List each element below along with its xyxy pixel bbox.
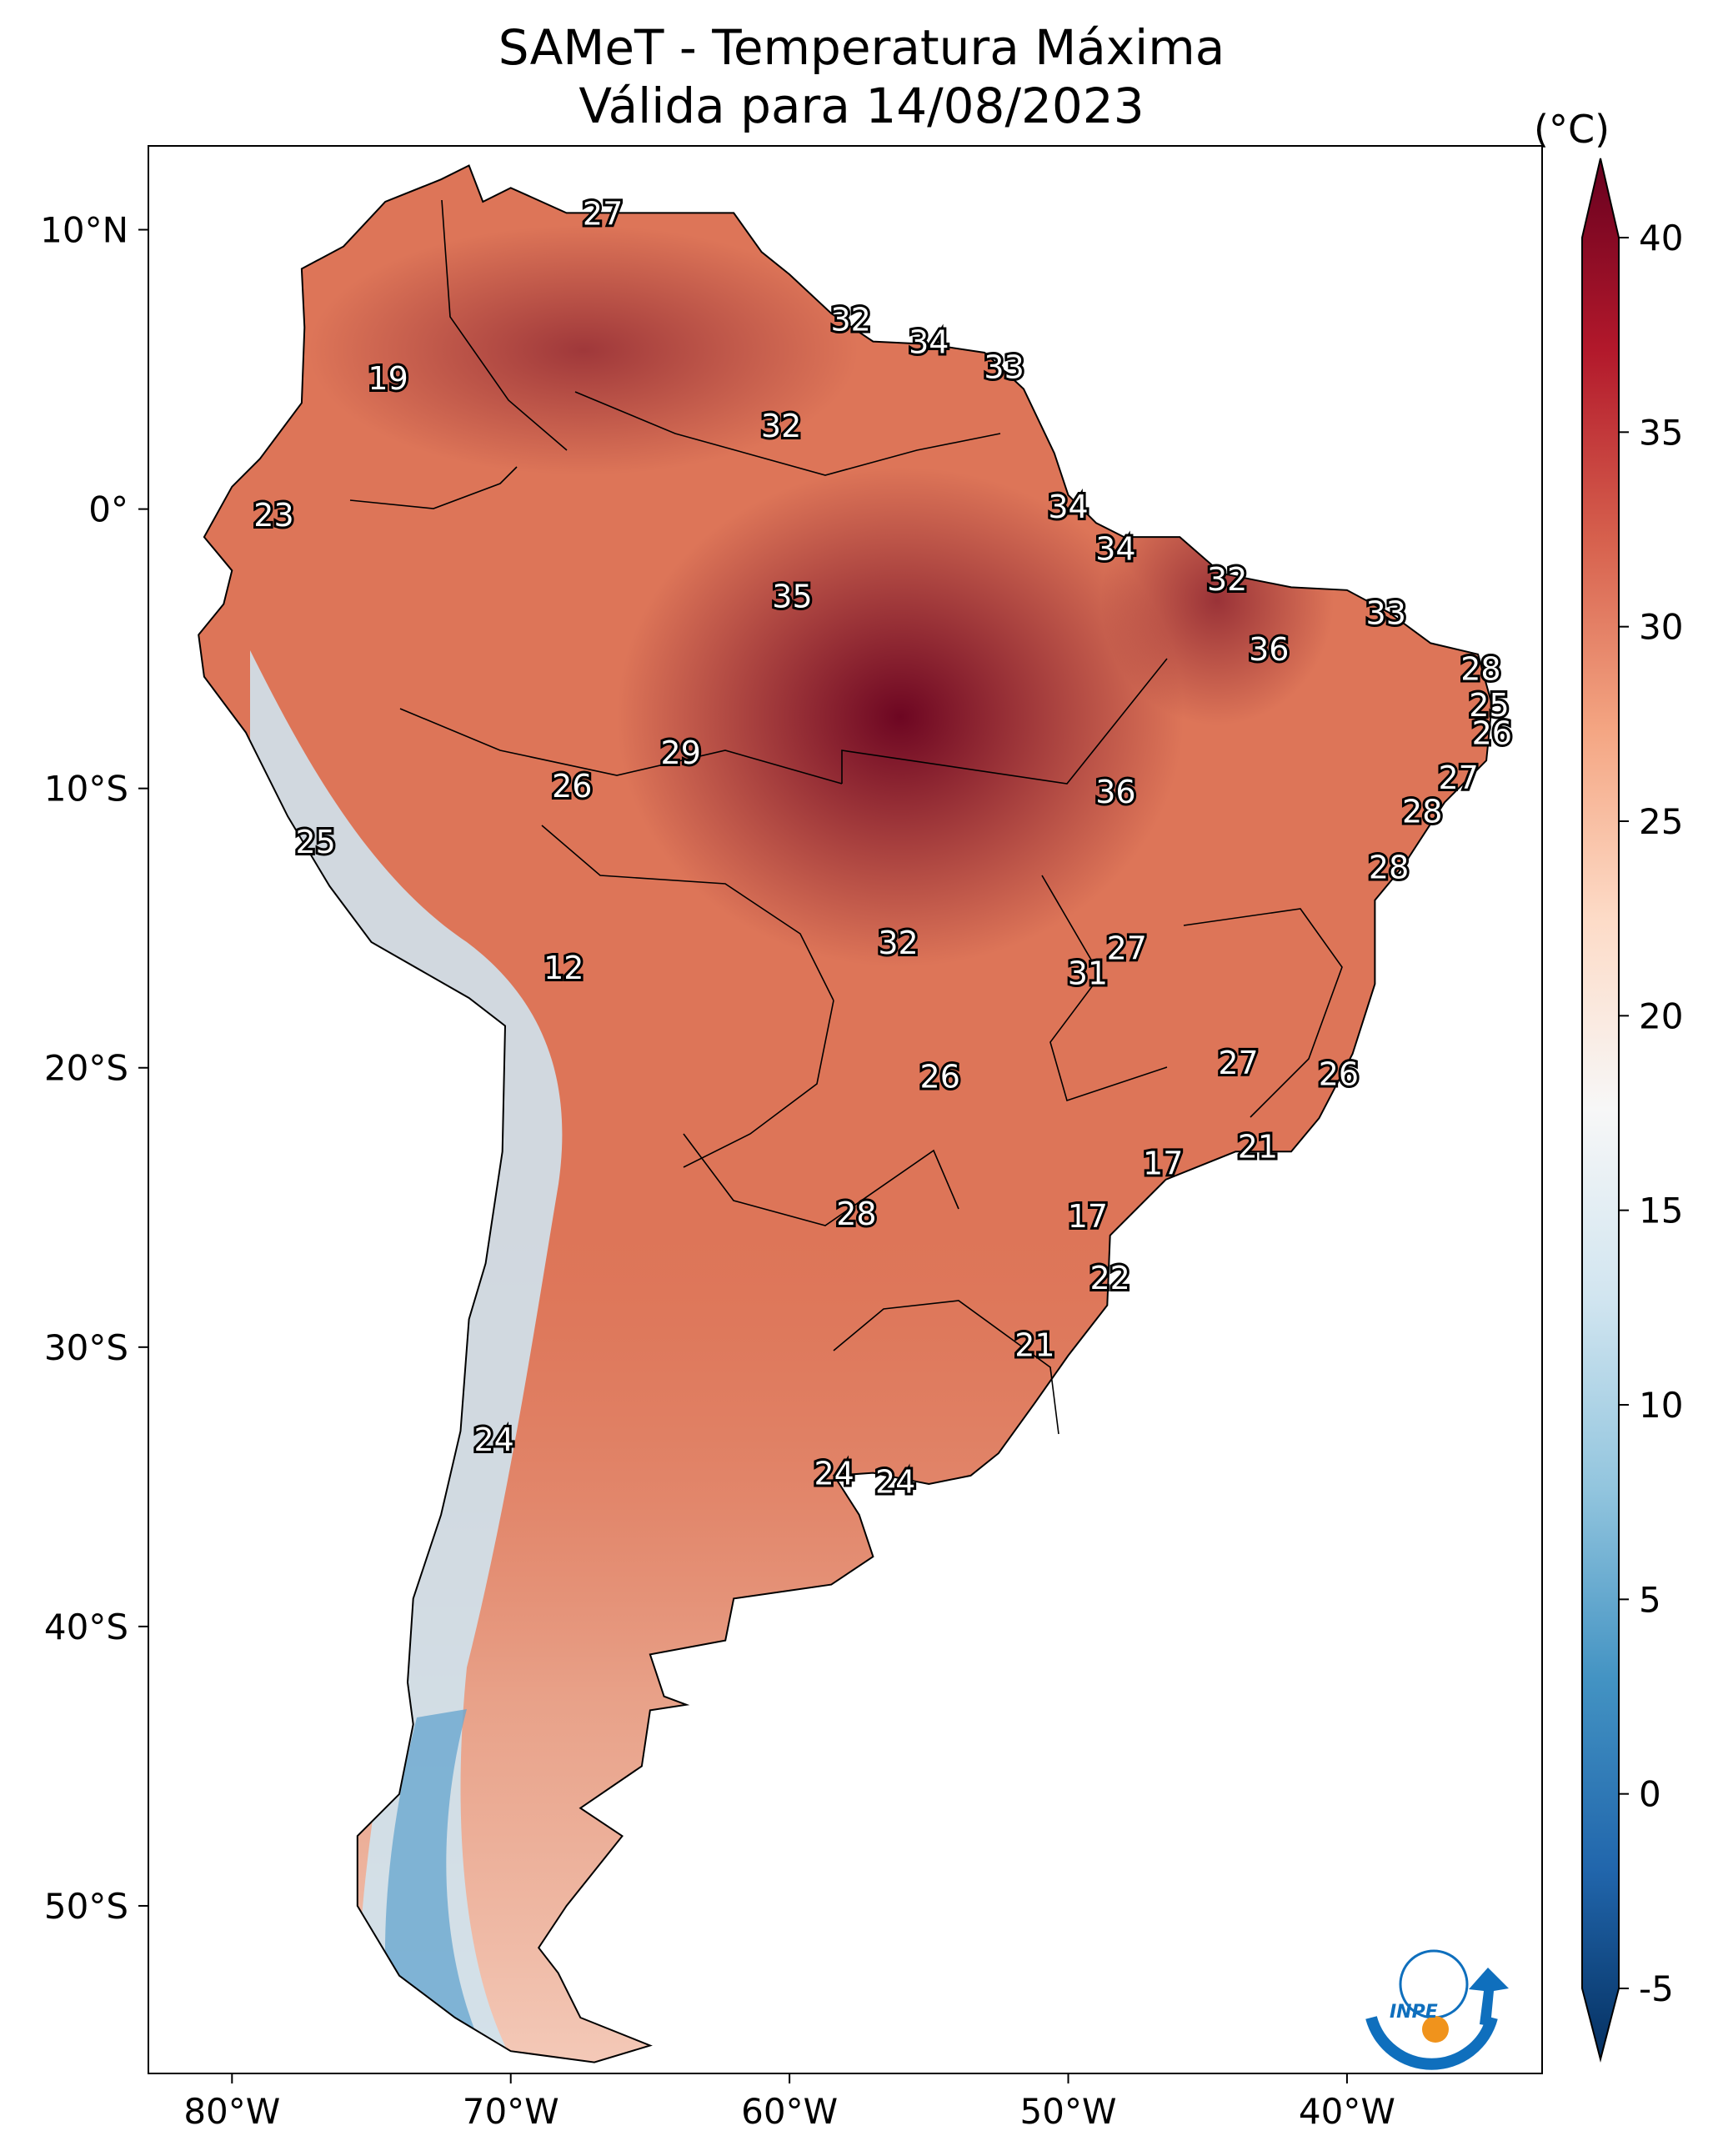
station-value-label: 19 (368, 360, 408, 397)
border-bolivia-brazil (541, 825, 834, 1001)
colorbar-tick-label: 15 (1639, 1191, 1683, 1231)
title-line-1: SAMeT - Temperatura Máxima (498, 19, 1225, 76)
station-value-label: 31 (1068, 955, 1108, 992)
station-value-label: 36 (1095, 774, 1135, 810)
colorbar-tick-label: 25 (1639, 801, 1683, 842)
station-value-label: 21 (1238, 1128, 1278, 1165)
station-value-label: 32 (878, 925, 918, 961)
lon-tick-label: 50°W (1020, 2091, 1117, 2132)
lon-tick-label: 70°W (463, 2091, 559, 2132)
station-value-label: 27 (1439, 760, 1479, 796)
border-mato-grosso (841, 658, 1168, 785)
station-value-label: 35 (772, 578, 812, 614)
station-value-label: 17 (1143, 1146, 1183, 1182)
andes-cold-band (250, 650, 563, 2063)
station-value-label: 22 (1090, 1260, 1130, 1296)
amazon-hot-region (617, 467, 1184, 967)
station-value-label: 36 (1249, 631, 1289, 668)
station-value-label: 28 (1460, 650, 1500, 687)
station-value-label: 28 (1369, 849, 1409, 885)
lat-tick-label: 50°S (44, 1886, 128, 1927)
border-uruguay (833, 1300, 1059, 1435)
lat-tick-label: 10°N (40, 210, 128, 251)
colorbar: 40 35 30 25 20 15 10 5 0 -5 (1581, 158, 1683, 2063)
station-value-label: 32 (831, 302, 871, 338)
station-value-label: 32 (761, 408, 801, 444)
colorbar-tick-label: 35 (1639, 412, 1683, 453)
lat-tick-label: 10°S (44, 769, 128, 810)
colorbar-ticks: 40 35 30 25 20 15 10 5 0 -5 (1619, 218, 1683, 2009)
lon-tick-label: 40°W (1299, 2091, 1395, 2132)
station-value-label: 24 (473, 1421, 513, 1458)
station-value-label: 34 (1048, 489, 1088, 525)
station-value-label: 29 (661, 735, 701, 771)
lat-tick-label: 30°S (44, 1327, 128, 1368)
station-value-label: 24 (875, 1463, 915, 1500)
station-value-label: 33 (1366, 594, 1406, 631)
title-line-2: Válida para 14/08/2023 (579, 78, 1144, 134)
lat-tick-label: 40°S (44, 1607, 128, 1647)
border-ecuador-peru (349, 466, 518, 509)
border-peru-brazil (399, 708, 843, 785)
colorbar-tick-label: 10 (1639, 1385, 1683, 1426)
station-value-label: 34 (909, 323, 949, 360)
station-value-label: 27 (583, 195, 623, 232)
lat-tick-label: 20°S (44, 1048, 128, 1089)
station-value-label: 27 (1218, 1045, 1258, 1081)
station-value-label: 25 (1469, 687, 1509, 724)
station-value-label: 26 (552, 768, 592, 805)
station-value-label: 26 (1472, 715, 1512, 752)
colorbar-tick-label: 20 (1639, 995, 1683, 1036)
border-minas-gerais (1183, 908, 1343, 1118)
colorbar-bar (1581, 158, 1620, 2063)
patagonia-cold-region (384, 1709, 483, 2051)
logo-dot (1422, 2016, 1449, 2043)
north-hot-region (308, 225, 859, 475)
border-goias (1041, 875, 1168, 1102)
logo-swoosh (1365, 2016, 1498, 2070)
border-bolivia-paraguay (683, 1000, 834, 1168)
station-value-label: 32 (1207, 561, 1247, 598)
station-value-label: 34 (1095, 530, 1135, 567)
colorbar-tick-label: 5 (1639, 1579, 1661, 1620)
station-value-label: 21 (1014, 1326, 1054, 1363)
station-value-label: 28 (1402, 793, 1442, 830)
station-value-label: 25 (295, 824, 335, 860)
latitude-axis: 10°N 0° 10°S 20°S 30°S 40°S 50°S (40, 210, 148, 1927)
colorbar-tick-label: -5 (1639, 1968, 1674, 2009)
longitude-axis: 80°W 70°W 60°W 50°W 40°W (183, 2073, 1395, 2132)
station-value-label: 26 (920, 1059, 960, 1096)
logo-text: INPE (1390, 2002, 1438, 2023)
station-value-label: 23 (253, 497, 293, 534)
colorbar-tick-label: 0 (1639, 1774, 1661, 1815)
station-value-label: 26 (1319, 1055, 1359, 1092)
country-borders (349, 199, 1343, 1435)
station-value-label: 17 (1068, 1198, 1108, 1235)
station-value-label: 12 (543, 950, 584, 986)
station-value-label: 24 (814, 1455, 854, 1492)
colorbar-unit: (°C) (1534, 107, 1610, 152)
inpe-logo: INPE (1365, 1949, 1509, 2070)
station-value-label: 27 (1107, 930, 1147, 967)
station-value-label: 28 (836, 1196, 876, 1232)
lon-tick-label: 60°W (741, 2091, 838, 2132)
logo-arrow-icon (1469, 1968, 1509, 2026)
border-brazil-north (574, 391, 1001, 476)
colorbar-tick-label: 30 (1639, 607, 1683, 648)
border-venezuela-colombia (441, 199, 568, 451)
station-value-label: 33 (984, 349, 1024, 386)
map-title: SAMeT - Temperatura Máxima Válida para 1… (0, 18, 1723, 135)
colorbar-tick-label: 40 (1639, 218, 1683, 258)
lat-tick-label: 0° (88, 489, 128, 530)
lon-tick-label: 80°W (183, 2091, 280, 2132)
border-paraguay-argentina (683, 1133, 959, 1226)
coastline (198, 164, 1493, 2063)
